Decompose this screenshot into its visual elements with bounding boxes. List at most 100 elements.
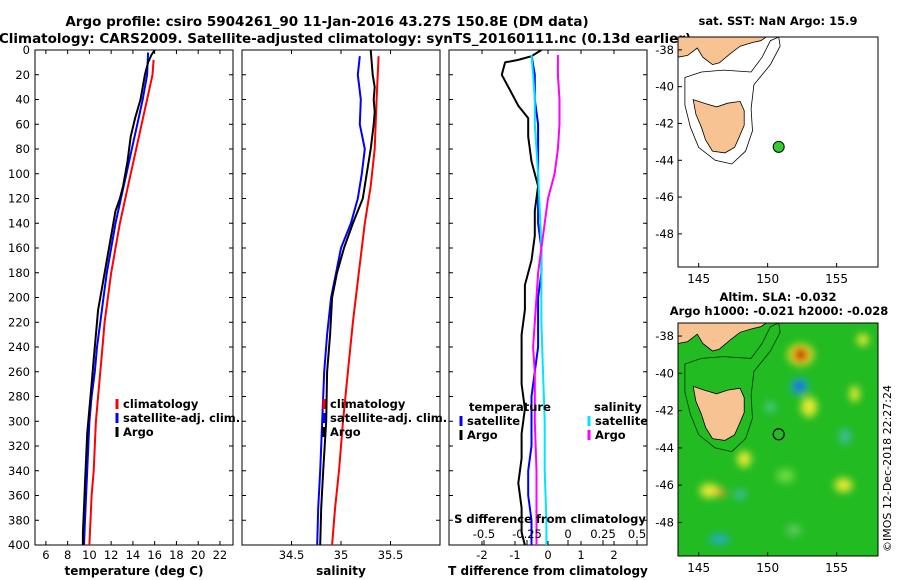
salinity-diff-tick-label: -0.25 bbox=[512, 527, 542, 541]
title-line-1: Argo profile: csiro 5904261_90 11-Jan-20… bbox=[65, 14, 588, 30]
title-line-2: Climatology: CARS2009. Satellite-adjuste… bbox=[0, 31, 691, 47]
sst-float-marker bbox=[772, 140, 785, 153]
sst_map-xtick-label: 145 bbox=[687, 272, 710, 286]
depth-tick-label: 140 bbox=[8, 216, 30, 230]
temperature-xtick-label: 18 bbox=[169, 548, 184, 562]
sla_map-ytick-label: -40 bbox=[655, 366, 674, 380]
sla_map-ytick-label: -38 bbox=[655, 329, 674, 343]
sla_map-frame bbox=[677, 322, 879, 557]
sla-anomaly-blob bbox=[737, 451, 752, 468]
sst-tasmania bbox=[692, 99, 745, 154]
sla_map-ytick-label: -44 bbox=[655, 441, 674, 455]
sla-anomaly-blob bbox=[801, 396, 818, 417]
sla-mainland bbox=[678, 323, 768, 352]
depth-tick-label: 120 bbox=[8, 192, 30, 206]
salinity-legend-label: satellite-adj. clim. bbox=[330, 411, 447, 425]
differences-series-0 bbox=[527, 54, 543, 545]
copyright-timestamp: ©IMOS 12-Dec-2018 22:27:24 bbox=[881, 385, 894, 552]
temperature-xlabel: temperature (deg C) bbox=[65, 564, 204, 578]
temperature-series-1 bbox=[83, 52, 150, 545]
salinity-series-2 bbox=[319, 50, 376, 545]
depth-tick-label: 400 bbox=[8, 538, 30, 552]
panel-temperature: 0 20 40 60 80 100 120 140 160 180 200 220 240 260 280 3… bbox=[8, 43, 240, 578]
sla-anomaly-blob bbox=[765, 401, 776, 412]
salinity-frame bbox=[241, 49, 441, 546]
sla-anomaly-blob bbox=[838, 428, 851, 445]
sla-map-title: Altim. SLA: -0.032 bbox=[719, 290, 836, 304]
temperature-series-2 bbox=[81, 50, 156, 545]
sla_map-ytick-label: -42 bbox=[655, 404, 674, 418]
sla-map-panel: -38 -40 -42 -44 -46 -48 145 150 155 Altim. SLA: -… bbox=[655, 290, 894, 575]
depth-tick-label: 0 bbox=[23, 43, 30, 57]
salinity-xtick-label: 35.5 bbox=[378, 548, 404, 562]
depth-tick-label: 220 bbox=[8, 315, 30, 329]
depth-tick-label: 20 bbox=[15, 68, 30, 82]
depth-tick-label: 300 bbox=[8, 414, 30, 428]
sst_map-frame bbox=[677, 36, 879, 268]
sla-anomaly-blob bbox=[856, 333, 869, 346]
differences-xtick-label: -1 bbox=[509, 548, 520, 562]
salinity-series-1 bbox=[316, 56, 366, 545]
sla-tasmania bbox=[692, 385, 745, 441]
temperature-xtick-label: 12 bbox=[104, 548, 119, 562]
sla-anomaly-blob bbox=[715, 488, 726, 497]
sst_map-content bbox=[678, 37, 878, 267]
temperature-xtick-label: 22 bbox=[213, 548, 228, 562]
differences-xtick-label: 1 bbox=[577, 548, 584, 562]
temperature-frame bbox=[34, 49, 234, 546]
legend-salinity-label: satellite bbox=[595, 414, 648, 428]
sst-shelf-contour bbox=[684, 37, 781, 165]
differences-xlabel: T difference from climatology bbox=[448, 564, 648, 578]
sst_map-xtick-label: 150 bbox=[756, 272, 779, 286]
sla_map-xtick-label: 145 bbox=[687, 561, 710, 575]
legend-temperature-label: Argo bbox=[467, 428, 498, 442]
sla-anomaly-blob bbox=[699, 483, 720, 498]
legend-salinity-title: salinity bbox=[594, 400, 642, 414]
differences-xtick-label: 0 bbox=[544, 548, 551, 562]
depth-tick-label: 100 bbox=[8, 167, 30, 181]
depth-tick-label: 240 bbox=[8, 340, 30, 354]
sla-anomaly-blob bbox=[776, 468, 795, 483]
temperature-series-0 bbox=[88, 59, 155, 545]
depth-tick-label: 380 bbox=[8, 513, 30, 527]
salinity-xtick-label: 35 bbox=[334, 548, 349, 562]
depth-tick-label: 320 bbox=[8, 439, 30, 453]
differences-series-1 bbox=[500, 50, 542, 545]
sla_map-ytick-label: -46 bbox=[655, 478, 674, 492]
panel-differences: -2 -1 0 1 2T difference from climatologytemp… bbox=[448, 49, 648, 578]
depth-tick-label: 40 bbox=[15, 93, 30, 107]
sst-map-title: sat. SST: NaN Argo: 15.9 bbox=[698, 14, 857, 28]
legend-temperature-title: temperature bbox=[469, 400, 551, 414]
sla-shelf-contour bbox=[684, 323, 781, 453]
sst_map-xtick-label: 155 bbox=[825, 272, 848, 286]
legend-salinity-label: Argo bbox=[595, 428, 626, 442]
profile-panels: 0204060801001201401601802002202402602803… bbox=[8, 43, 648, 578]
salinity-diff-tick-label: 0 bbox=[564, 527, 571, 541]
sla_map-xtick-label: 155 bbox=[825, 561, 848, 575]
depth-tick-label: 180 bbox=[8, 266, 30, 280]
depth-tick-label: 160 bbox=[8, 241, 30, 255]
salinity-legend-label: Argo bbox=[330, 425, 361, 439]
sst-map-panel: -38 -40 -42 -44 -46 -48 145 150 155 sat. SST: NaN… bbox=[655, 14, 879, 286]
sst_map-ytick-label: -40 bbox=[655, 80, 674, 94]
differences-xtick-label: -2 bbox=[476, 548, 487, 562]
temperature-xtick-label: 8 bbox=[64, 548, 71, 562]
depth-tick-label: 280 bbox=[8, 390, 30, 404]
sla-anomaly-blob bbox=[734, 489, 747, 500]
salinity-diff-tick-label: 0.25 bbox=[590, 527, 616, 541]
sst-mainland bbox=[678, 37, 768, 66]
sst_map-ytick-label: -48 bbox=[655, 227, 674, 241]
sla-map-subtitle: Argo h1000: -0.021 h2000: -0.028 bbox=[670, 304, 889, 318]
sst_map-ytick-label: -42 bbox=[655, 116, 674, 130]
depth-tick-label: 80 bbox=[15, 142, 30, 156]
sla-anomaly-field bbox=[699, 333, 869, 545]
sla-anomaly-blob bbox=[794, 348, 807, 361]
temperature-legend-label: Argo bbox=[123, 425, 154, 439]
salinity-diff-axis-title: S difference from climatology bbox=[454, 512, 646, 526]
sla-anomaly-blob bbox=[794, 381, 805, 392]
depth-tick-label: 200 bbox=[8, 291, 30, 305]
sst_map-ytick-label: -38 bbox=[655, 43, 674, 57]
depth-tick-label: 340 bbox=[8, 464, 30, 478]
sla_map-ytick-label: -48 bbox=[655, 515, 674, 529]
